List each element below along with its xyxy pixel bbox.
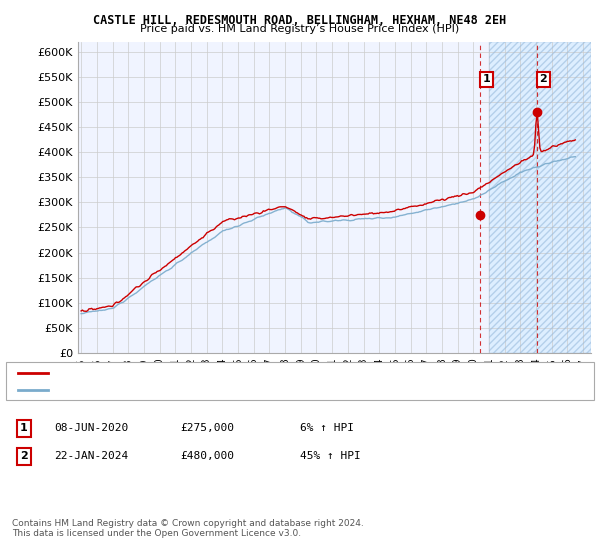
Text: Price paid vs. HM Land Registry’s House Price Index (HPI): Price paid vs. HM Land Registry’s House …	[140, 24, 460, 34]
Text: 1: 1	[482, 74, 490, 85]
Text: 6% ↑ HPI: 6% ↑ HPI	[300, 423, 354, 433]
Bar	[489, 42, 591, 353]
Text: 1: 1	[20, 423, 28, 433]
Text: CASTLE HILL, REDESMOUTH ROAD, BELLINGHAM, HEXHAM, NE48 2EH: CASTLE HILL, REDESMOUTH ROAD, BELLINGHAM…	[94, 14, 506, 27]
Text: CASTLE HILL, REDESMOUTH ROAD, BELLINGHAM, HEXHAM, NE48 2EH (detached house): CASTLE HILL, REDESMOUTH ROAD, BELLINGHAM…	[54, 368, 512, 378]
Text: 2: 2	[539, 74, 547, 85]
Text: This data is licensed under the Open Government Licence v3.0.: This data is licensed under the Open Gov…	[12, 529, 301, 538]
Bar	[489, 42, 591, 353]
Text: HPI: Average price, detached house, Northumberland: HPI: Average price, detached house, Nort…	[54, 385, 333, 395]
Text: £275,000: £275,000	[180, 423, 234, 433]
Text: Contains HM Land Registry data © Crown copyright and database right 2024.: Contains HM Land Registry data © Crown c…	[12, 519, 364, 528]
Text: 08-JUN-2020: 08-JUN-2020	[54, 423, 128, 433]
Text: £480,000: £480,000	[180, 451, 234, 461]
Text: 2: 2	[20, 451, 28, 461]
Text: 45% ↑ HPI: 45% ↑ HPI	[300, 451, 361, 461]
Text: 22-JAN-2024: 22-JAN-2024	[54, 451, 128, 461]
